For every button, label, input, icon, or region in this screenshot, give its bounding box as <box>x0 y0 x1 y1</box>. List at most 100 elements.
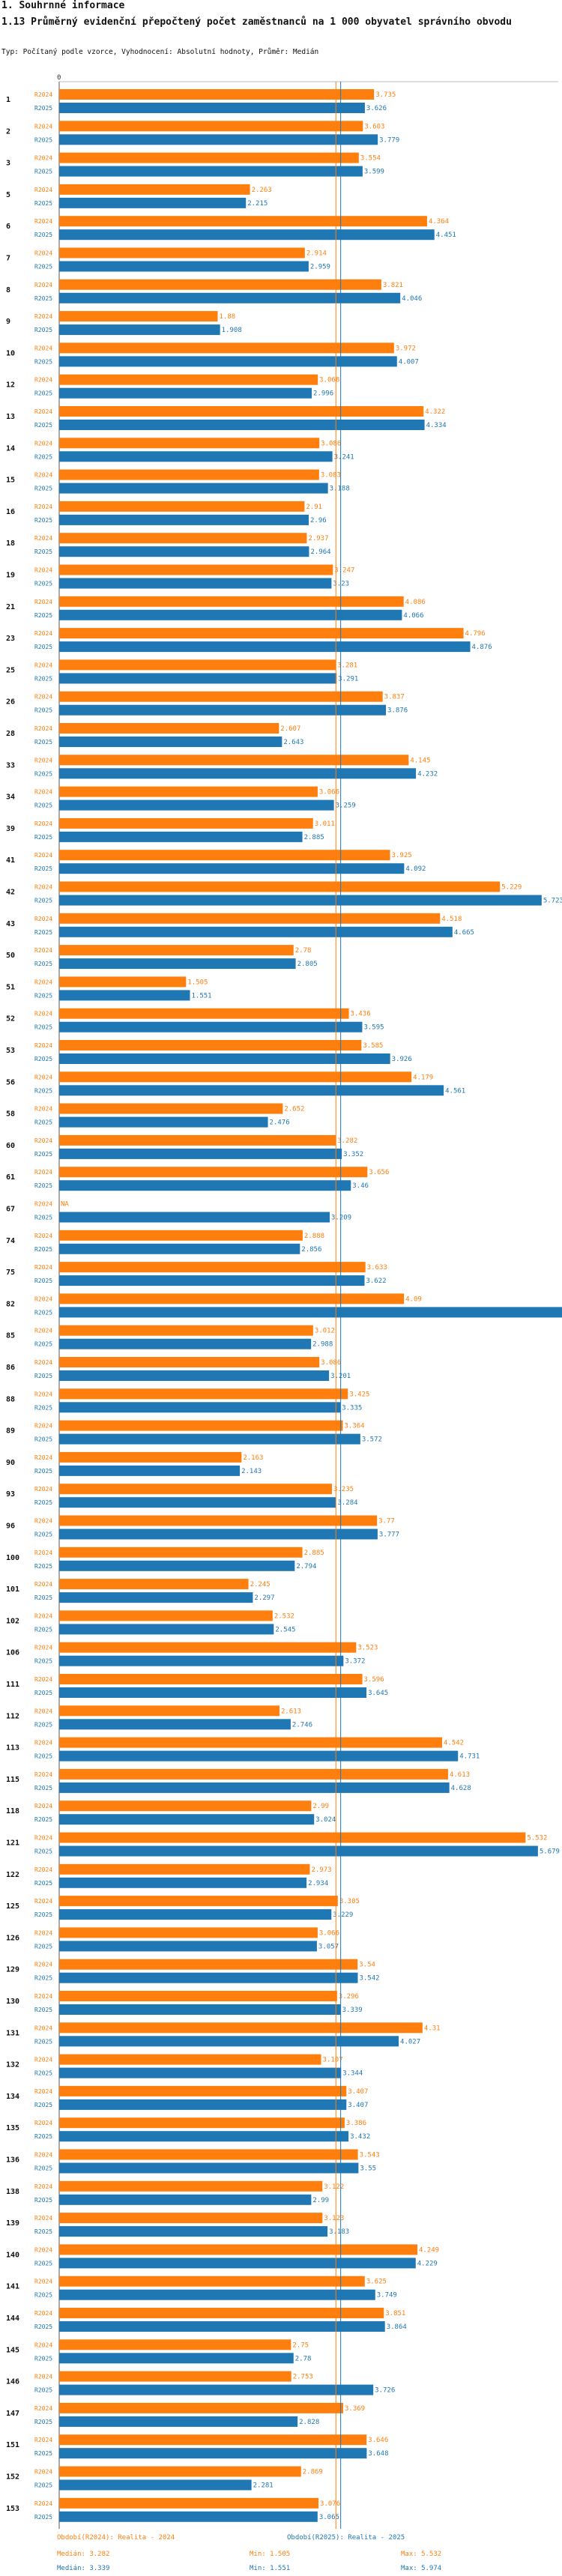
bar-2025 <box>59 2353 294 2364</box>
value-label-2025: 4.007 <box>399 358 419 366</box>
legend-median-2024: Medián: 3.282 <box>57 2551 110 2558</box>
value-label-2025: 3.229 <box>333 1911 353 1919</box>
series-label-2024: R2024 <box>34 1011 52 1018</box>
series-label-2025: R2025 <box>34 1880 52 1887</box>
category-label: 53 <box>6 1047 15 1055</box>
bar-2025 <box>59 134 378 145</box>
series-label-2025: R2025 <box>34 1215 52 1221</box>
series-label-2024: R2024 <box>34 1486 52 1493</box>
value-label-2024: 3.282 <box>337 1137 357 1145</box>
category-label: 140 <box>6 2251 19 2259</box>
value-label-2024: 3.086 <box>321 1359 341 1367</box>
category-label: 141 <box>6 2283 19 2291</box>
category-label: 2 <box>6 127 10 136</box>
bar-2024 <box>59 850 390 861</box>
category-label: 100 <box>6 1554 19 1562</box>
bar-2025 <box>59 578 332 589</box>
bar-2025 <box>59 2067 342 2078</box>
bar-2024 <box>59 311 218 322</box>
category-label: 25 <box>6 666 15 674</box>
bar-2024 <box>59 1896 338 1907</box>
value-label-2024: 2.885 <box>304 1549 324 1557</box>
value-label-2025: 2.934 <box>308 1880 328 1887</box>
series-label-2025: R2025 <box>34 1658 52 1665</box>
bar-2025 <box>59 1972 358 1983</box>
series-label-2025: R2025 <box>34 929 52 936</box>
value-label-2025: 3.241 <box>334 453 354 461</box>
series-label-2024: R2024 <box>34 884 52 891</box>
bar-2024 <box>59 1515 378 1526</box>
value-label-2024: 4.31 <box>424 2025 441 2032</box>
category-label: 131 <box>6 2029 19 2037</box>
series-label-2024: R2024 <box>34 1898 52 1905</box>
bar-2024 <box>59 1325 313 1336</box>
value-label-2025: 3.352 <box>343 1151 363 1158</box>
series-label-2024: R2024 <box>34 2469 52 2476</box>
value-label-2025: 3.057 <box>318 1943 339 1950</box>
value-label-2024: 3.068 <box>319 377 339 384</box>
value-label-2024: 2.78 <box>295 947 312 955</box>
series-label-2024: R2024 <box>34 947 52 954</box>
series-label-2024: R2024 <box>34 1233 52 1239</box>
bar-2025 <box>59 641 471 653</box>
category-label: 42 <box>6 889 15 897</box>
category-label: 101 <box>6 1585 19 1594</box>
series-label-2025: R2025 <box>34 1151 52 1158</box>
bar-2024 <box>59 1451 242 1463</box>
category-label: 60 <box>6 1142 15 1150</box>
category-label: 75 <box>6 1269 15 1277</box>
category-label: 126 <box>6 1934 19 1942</box>
series-label-2024: R2024 <box>34 852 52 859</box>
series-label-2025: R2025 <box>34 1848 52 1855</box>
value-label-2024: 3.851 <box>385 2310 405 2318</box>
value-label-2025: 2.856 <box>301 1246 321 1254</box>
series-label-2025: R2025 <box>34 1404 52 1411</box>
series-label-2025: R2025 <box>34 2355 52 2362</box>
series-label-2025: R2025 <box>34 358 52 365</box>
bar-2025 <box>59 2258 416 2269</box>
series-label-2024: R2024 <box>34 2183 52 2190</box>
value-label-2024: 5.532 <box>527 1835 547 1842</box>
value-label-2024: 2.652 <box>284 1106 304 1113</box>
category-label: 13 <box>6 413 15 421</box>
value-label-2024: 2.888 <box>304 1233 324 1240</box>
value-label-2025: 5.723 <box>543 898 562 905</box>
series-label-2025: R2025 <box>34 1690 52 1696</box>
series-label-2025: R2025 <box>34 612 52 619</box>
value-label-2024: 3.77 <box>378 1518 395 1526</box>
series-label-2025: R2025 <box>34 2070 52 2077</box>
value-label-2025: 4.229 <box>417 2260 438 2267</box>
bar-2024 <box>59 469 319 480</box>
value-label-2024: 3.603 <box>364 123 384 130</box>
category-label: 21 <box>6 603 15 611</box>
category-label: 112 <box>6 1712 19 1720</box>
legend-median-2025: Medián: 3.339 <box>57 2565 110 2572</box>
value-label-2024: 2.607 <box>280 725 300 733</box>
series-label-2025: R2025 <box>34 581 52 587</box>
value-label-2025: 3.926 <box>392 1056 412 1063</box>
category-label: 23 <box>6 635 15 643</box>
value-label-2024: 2.914 <box>306 250 327 258</box>
category-label: 145 <box>6 2346 19 2354</box>
category-label: 90 <box>6 1459 15 1467</box>
value-label-2024: 3.821 <box>383 282 403 289</box>
series-label-2024: R2024 <box>34 599 52 605</box>
value-label-2025: 3.335 <box>342 1404 362 1412</box>
series-label-2024: R2024 <box>34 440 52 447</box>
bar-2024 <box>59 1801 312 1812</box>
value-label-2024: 3.656 <box>369 1169 389 1176</box>
bar-2025 <box>59 1719 291 1730</box>
value-label-2025: 3.183 <box>329 2228 349 2236</box>
value-label-2024: 2.937 <box>308 535 328 542</box>
series-label-2024: R2024 <box>34 979 52 985</box>
category-label: 129 <box>6 1966 19 1974</box>
value-label-2024: 4.542 <box>444 1740 464 1747</box>
bar-2024 <box>59 1071 412 1083</box>
bar-2025 <box>59 197 247 208</box>
bar-2024 <box>59 216 427 227</box>
series-label-2024: R2024 <box>34 2279 52 2285</box>
bar-2024 <box>59 881 501 892</box>
bar-2024 <box>59 1768 448 1780</box>
bar-2024 <box>59 1008 349 1019</box>
bar-2024 <box>59 817 313 829</box>
